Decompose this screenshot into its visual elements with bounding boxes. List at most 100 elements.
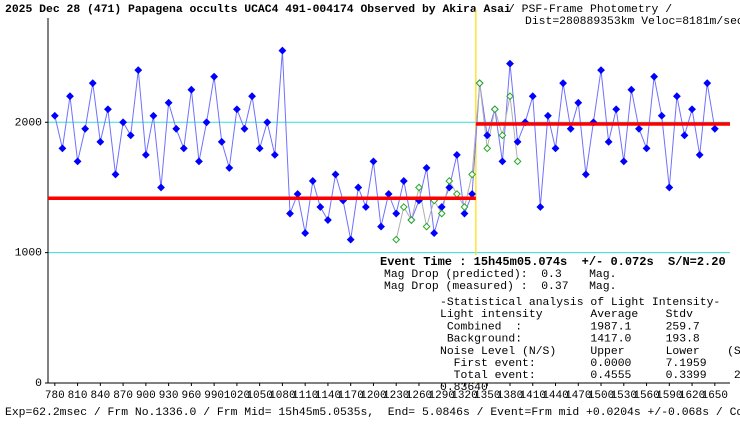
data-point (399, 203, 408, 211)
data-point (392, 209, 401, 218)
data-point (619, 157, 628, 166)
x-tick-label: 840 (90, 390, 110, 402)
x-tick-label: 1110 (292, 390, 318, 402)
footer: Exp=62.2msec / Frm No.1336.0 / Frm Mid= … (5, 407, 740, 419)
data-point (695, 150, 704, 159)
data-point (597, 66, 605, 75)
data-point (627, 85, 636, 94)
data-point (635, 124, 643, 133)
data-point (468, 190, 476, 198)
data-point (225, 164, 234, 172)
data-point (119, 118, 128, 127)
data-point (688, 105, 696, 114)
data-point (134, 66, 143, 75)
series-line (54, 50, 716, 240)
data-point (604, 137, 613, 146)
x-tick-label: 1470 (565, 390, 591, 402)
data-point (149, 111, 158, 120)
x-tick-label: 1290 (429, 390, 455, 402)
x-tick-label: 1020 (224, 390, 250, 402)
data-point (179, 144, 188, 153)
data-point (73, 157, 82, 166)
data-point (460, 203, 469, 211)
data-point (202, 118, 211, 127)
data-point (248, 92, 256, 101)
data-point (483, 131, 492, 140)
x-tick-label: 870 (113, 390, 133, 402)
x-tick-label: 1380 (497, 390, 523, 402)
chart-subtitle: / PSF-Frame Photometry / (508, 4, 672, 16)
data-point (680, 131, 689, 140)
data-point (665, 183, 674, 192)
data-point (422, 222, 431, 231)
data-point (445, 177, 454, 185)
data-point (392, 235, 401, 244)
data-point (581, 170, 590, 179)
data-point (437, 209, 446, 218)
data-point (672, 92, 681, 101)
data-point (88, 79, 97, 88)
data-point (544, 111, 552, 120)
data-point (513, 157, 522, 166)
data-point (255, 144, 264, 153)
x-tick-label: 1200 (360, 390, 386, 402)
event-time: Event Time : 15h45m05.074s +/- 0.072s S/… (380, 255, 726, 269)
data-point (50, 111, 59, 120)
data-point (490, 105, 499, 114)
data-point (498, 157, 507, 166)
data-point (612, 105, 621, 114)
x-tick-label: 1410 (520, 390, 546, 402)
x-tick-label: 930 (159, 390, 179, 402)
statistics-line: Combined : 1987.1 259.7 63 (440, 321, 740, 333)
data-point (513, 137, 522, 146)
data-point (650, 72, 659, 81)
data-point (81, 124, 90, 133)
data-point (58, 144, 67, 153)
data-point (498, 131, 507, 140)
data-point (157, 183, 165, 192)
data-point (308, 177, 317, 185)
y-tick-label: 2000 (15, 117, 43, 129)
data-point (324, 216, 332, 224)
chart-subtitle: Dist=280889353km Veloc=8181m/sec (525, 16, 740, 28)
data-point (642, 144, 651, 153)
statistics-line: Total event: 0.4555 0.3399 2.20 (440, 370, 740, 382)
data-point (559, 79, 568, 88)
x-tick-label: 1080 (269, 390, 295, 402)
data-point (574, 98, 583, 107)
x-tick-label: 780 (45, 390, 65, 402)
data-point (270, 150, 279, 159)
x-tick-label: 900 (136, 390, 156, 402)
x-tick-label: 990 (204, 390, 224, 402)
x-tick-label: 1320 (451, 390, 477, 402)
statistics-line: Noise Level (N/S) Upper Lower (S/N) (440, 346, 740, 358)
data-point (126, 131, 135, 140)
data-point (399, 177, 408, 185)
data-point (111, 170, 120, 179)
x-tick-label: 1620 (679, 390, 705, 402)
data-point (657, 111, 666, 120)
x-tick-label: 1170 (337, 390, 363, 402)
data-point (452, 150, 461, 159)
x-tick-label: 1530 (611, 390, 637, 402)
data-point (361, 203, 370, 211)
data-point (217, 137, 226, 146)
data-point (293, 190, 302, 198)
data-point (528, 92, 537, 101)
data-point (96, 137, 105, 146)
data-point (384, 190, 393, 198)
data-point (407, 216, 416, 224)
x-tick-label: 1560 (633, 390, 659, 402)
statistics-line: Background: 1417.0 193.8 90 (440, 334, 740, 346)
data-point (286, 209, 294, 218)
data-point (703, 79, 712, 88)
data-point (483, 144, 492, 153)
data-point (445, 183, 454, 192)
data-point (710, 124, 719, 133)
data-point (422, 164, 431, 172)
data-point (66, 92, 74, 101)
y-tick-label: 1000 (15, 248, 43, 260)
x-tick-label: 1500 (588, 390, 614, 402)
data-point (278, 46, 287, 55)
